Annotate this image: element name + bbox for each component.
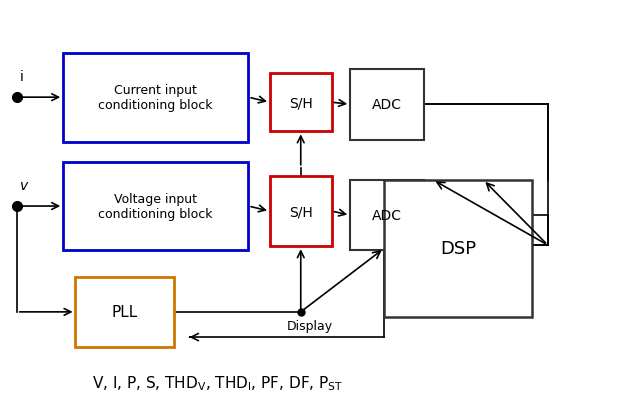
Text: v: v [20,179,28,192]
Text: Display: Display [287,320,333,333]
FancyBboxPatch shape [76,277,174,347]
FancyBboxPatch shape [350,180,424,251]
FancyBboxPatch shape [63,162,248,251]
FancyBboxPatch shape [384,180,532,317]
Text: S/H: S/H [289,96,312,110]
Text: V, I, P, S, THD$_\mathregular{V}$, THD$_\mathregular{I}$, PF, DF, P$_\mathregula: V, I, P, S, THD$_\mathregular{V}$, THD$_… [92,373,343,392]
Text: S/H: S/H [289,205,312,219]
FancyBboxPatch shape [270,74,332,132]
FancyBboxPatch shape [350,70,424,140]
Text: i: i [20,70,24,84]
Text: DSP: DSP [440,240,476,258]
Text: PLL: PLL [112,305,138,320]
Text: Voltage input
conditioning block: Voltage input conditioning block [99,192,213,220]
FancyBboxPatch shape [63,54,248,142]
Text: ADC: ADC [372,209,402,223]
Text: Current input
conditioning block: Current input conditioning block [99,84,213,112]
FancyBboxPatch shape [270,176,332,247]
Text: ADC: ADC [372,98,402,112]
